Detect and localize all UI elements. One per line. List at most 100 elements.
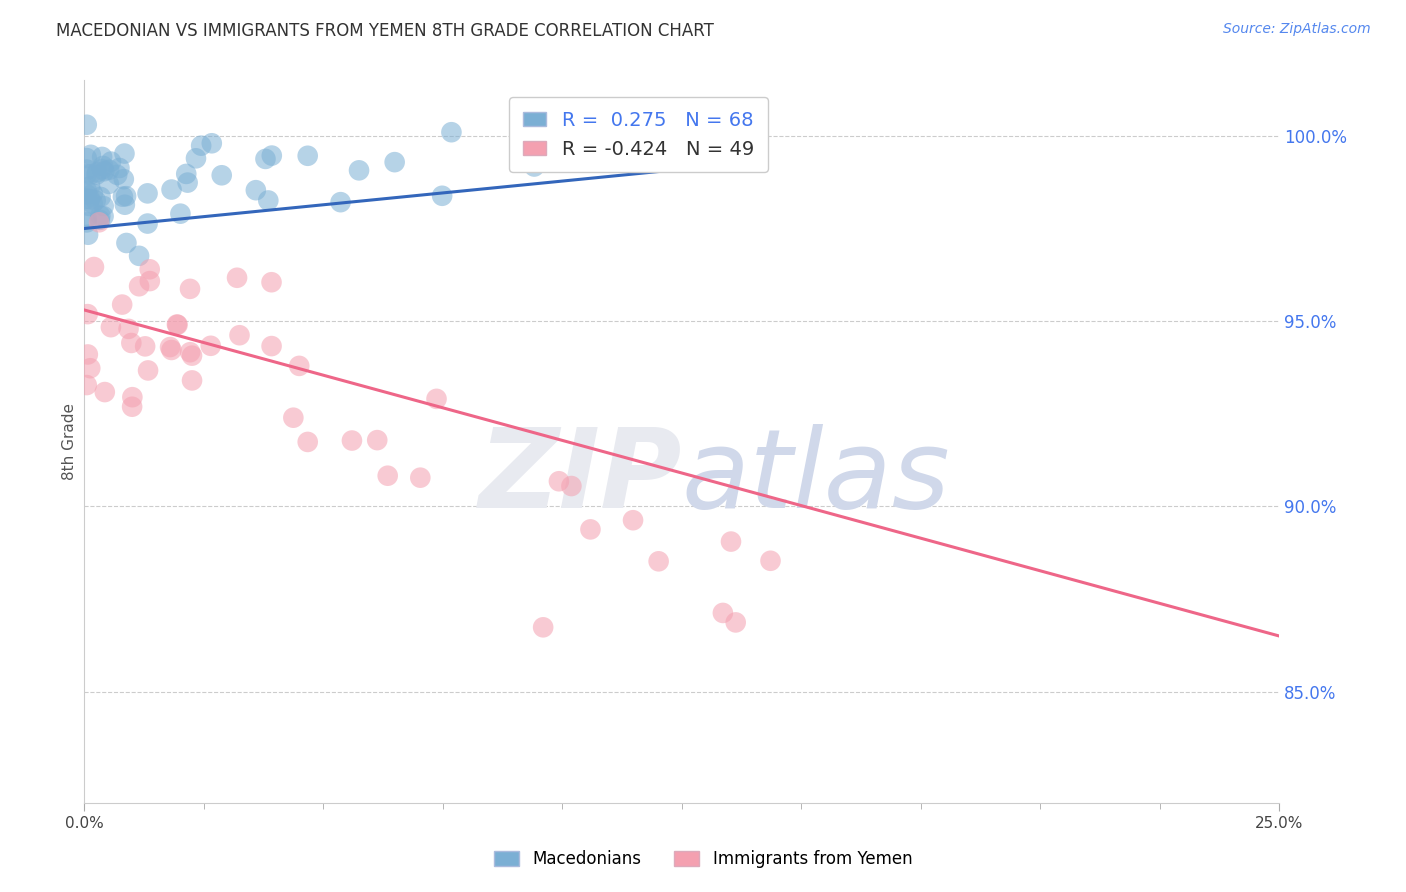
- Point: [711, 606, 734, 620]
- Point: [759, 554, 782, 568]
- Point: [91, 159, 114, 173]
- Point: [112, 172, 135, 186]
- Point: [100, 320, 122, 334]
- Point: [283, 410, 305, 425]
- Point: [87, 215, 110, 229]
- Point: [366, 433, 388, 447]
- Point: [560, 479, 582, 493]
- Text: Source: ZipAtlas.com: Source: ZipAtlas.com: [1223, 22, 1371, 37]
- Point: [76, 184, 98, 198]
- Point: [77, 199, 100, 213]
- Text: atlas: atlas: [682, 425, 950, 531]
- Point: [93, 199, 115, 213]
- Point: [384, 155, 406, 169]
- Point: [111, 297, 134, 311]
- Point: [524, 144, 547, 158]
- Point: [76, 167, 98, 181]
- Point: [90, 190, 112, 204]
- Point: [86, 168, 108, 182]
- Point: [179, 282, 201, 296]
- Point: [440, 125, 463, 139]
- Y-axis label: 8th Grade: 8th Grade: [62, 403, 77, 480]
- Point: [181, 373, 204, 387]
- Point: [114, 146, 136, 161]
- Point: [288, 359, 311, 373]
- Point: [82, 196, 104, 211]
- Point: [108, 161, 131, 175]
- Point: [254, 152, 277, 166]
- Point: [621, 513, 644, 527]
- Point: [94, 385, 117, 400]
- Point: [211, 168, 233, 182]
- Point: [724, 615, 747, 630]
- Point: [76, 192, 98, 206]
- Point: [77, 227, 100, 242]
- Point: [115, 235, 138, 250]
- Point: [174, 167, 197, 181]
- Text: ZIP: ZIP: [478, 425, 682, 531]
- Point: [128, 279, 150, 293]
- Point: [661, 125, 683, 139]
- Point: [117, 322, 139, 336]
- Point: [260, 148, 283, 162]
- Point: [91, 150, 114, 164]
- Point: [76, 162, 98, 177]
- Point: [89, 212, 111, 227]
- Point: [257, 194, 280, 208]
- Point: [226, 270, 249, 285]
- Point: [647, 554, 669, 568]
- Point: [105, 168, 128, 182]
- Point: [176, 176, 198, 190]
- Point: [166, 318, 188, 332]
- Text: MACEDONIAN VS IMMIGRANTS FROM YEMEN 8TH GRADE CORRELATION CHART: MACEDONIAN VS IMMIGRANTS FROM YEMEN 8TH …: [56, 22, 714, 40]
- Point: [121, 390, 143, 404]
- Point: [605, 118, 627, 132]
- Point: [83, 260, 105, 274]
- Point: [579, 522, 602, 536]
- Point: [260, 275, 283, 289]
- Point: [93, 209, 115, 223]
- Point: [76, 347, 98, 361]
- Point: [245, 183, 267, 197]
- Point: [76, 211, 98, 226]
- Point: [100, 154, 122, 169]
- Point: [260, 339, 283, 353]
- Point: [134, 339, 156, 353]
- Point: [111, 190, 134, 204]
- Point: [82, 186, 104, 201]
- Legend: Macedonians, Immigrants from Yemen: Macedonians, Immigrants from Yemen: [486, 844, 920, 875]
- Point: [98, 162, 121, 177]
- Point: [409, 471, 432, 485]
- Point: [720, 534, 742, 549]
- Point: [97, 177, 120, 191]
- Point: [76, 307, 98, 321]
- Point: [181, 349, 204, 363]
- Point: [329, 195, 352, 210]
- Point: [91, 162, 114, 177]
- Point: [523, 160, 546, 174]
- Point: [201, 136, 224, 151]
- Point: [76, 187, 98, 202]
- Point: [160, 343, 183, 357]
- Point: [340, 434, 363, 448]
- Point: [347, 163, 370, 178]
- Point: [139, 274, 162, 288]
- Point: [86, 165, 108, 179]
- Point: [531, 620, 554, 634]
- Point: [76, 378, 98, 392]
- Point: [179, 345, 201, 359]
- Point: [84, 194, 107, 208]
- Point: [548, 475, 571, 489]
- Point: [555, 118, 578, 132]
- Point: [228, 328, 250, 343]
- Point: [76, 151, 98, 165]
- Point: [115, 189, 138, 203]
- Point: [79, 192, 101, 206]
- Point: [76, 118, 98, 132]
- Point: [128, 249, 150, 263]
- Point: [169, 207, 191, 221]
- Point: [377, 468, 399, 483]
- Point: [93, 164, 115, 178]
- Point: [190, 138, 212, 153]
- Point: [138, 262, 160, 277]
